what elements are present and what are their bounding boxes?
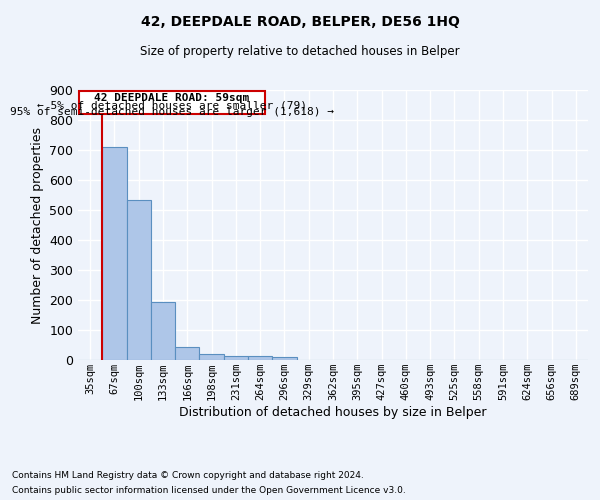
Text: Size of property relative to detached houses in Belper: Size of property relative to detached ho… [140, 45, 460, 58]
Text: 42 DEEPDALE ROAD: 59sqm: 42 DEEPDALE ROAD: 59sqm [94, 93, 250, 103]
Bar [102, 147, 127, 360]
Bar [248, 356, 272, 360]
Text: ← 5% of detached houses are smaller (79): ← 5% of detached houses are smaller (79) [37, 100, 307, 110]
Text: Contains public sector information licensed under the Open Government Licence v3: Contains public sector information licen… [12, 486, 406, 495]
Bar [175, 348, 199, 360]
Bar [272, 357, 296, 360]
X-axis label: Distribution of detached houses by size in Belper: Distribution of detached houses by size … [179, 406, 487, 419]
Bar [127, 200, 151, 360]
Text: 42, DEEPDALE ROAD, BELPER, DE56 1HQ: 42, DEEPDALE ROAD, BELPER, DE56 1HQ [140, 15, 460, 29]
Bar [224, 356, 248, 360]
Text: Contains HM Land Registry data © Crown copyright and database right 2024.: Contains HM Land Registry data © Crown c… [12, 471, 364, 480]
Text: 95% of semi-detached houses are larger (1,618) →: 95% of semi-detached houses are larger (… [10, 108, 334, 118]
FancyBboxPatch shape [79, 90, 265, 114]
Y-axis label: Number of detached properties: Number of detached properties [31, 126, 44, 324]
Bar [199, 354, 224, 360]
Bar [151, 302, 175, 360]
